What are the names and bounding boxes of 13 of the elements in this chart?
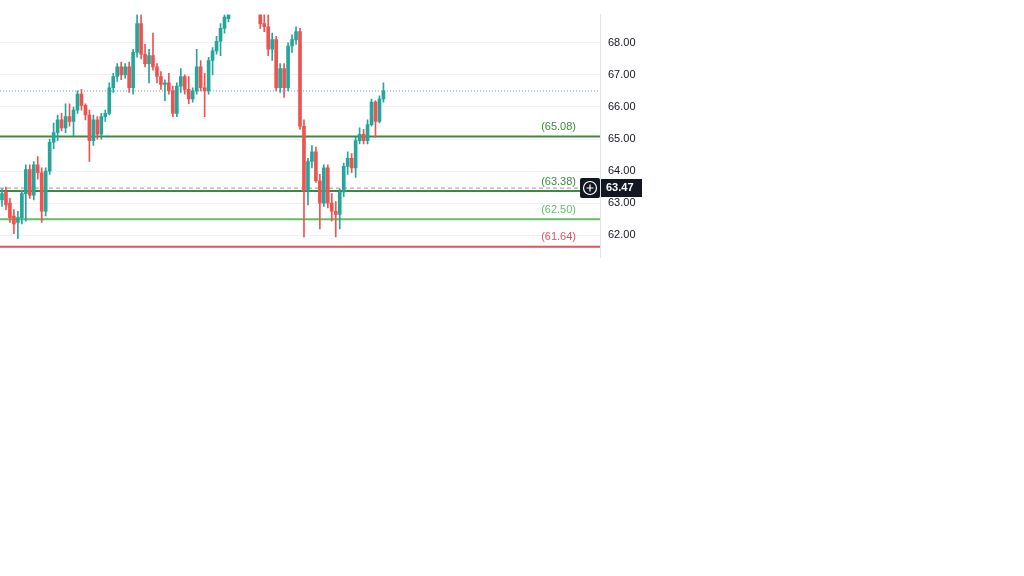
ref-line-label: (61.64): [541, 230, 576, 243]
ref-line-label: 63.47: [606, 181, 634, 194]
ref-line-label: (63.38): [541, 174, 576, 187]
y-tick-label: 63.00: [608, 196, 636, 209]
y-tick-label: 68.00: [608, 35, 636, 48]
y-tick-label: 67.00: [608, 67, 636, 80]
y-tick-label: 65.00: [608, 132, 636, 145]
ref-line-label: (65.08): [541, 120, 576, 133]
ref-line-label: (62.50): [541, 202, 576, 215]
y-tick-label: 66.00: [608, 100, 636, 112]
candlestick: [163, 79, 167, 101]
y-tick-label: 62.00: [608, 228, 636, 241]
y-tick-label: 64.00: [608, 164, 636, 177]
